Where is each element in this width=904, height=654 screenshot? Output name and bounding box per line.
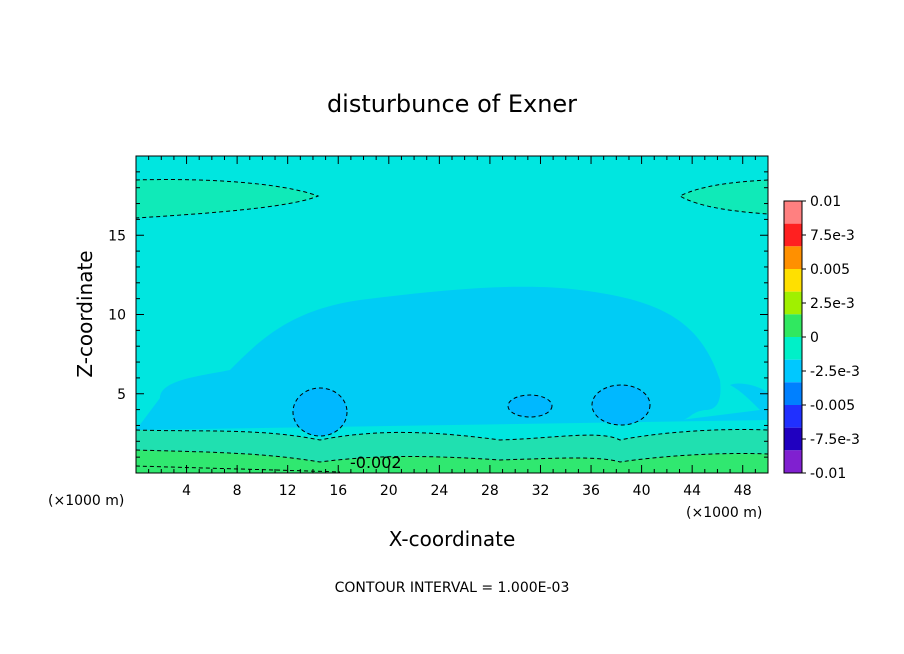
colorbar-swatch <box>784 291 802 315</box>
x-unit-label-right: (×1000 m) <box>686 505 762 521</box>
x-tick-label: 44 <box>683 483 701 499</box>
colorbar-swatch <box>784 359 802 383</box>
colorbar-label: 2.5e-3 <box>810 296 855 312</box>
blob-center <box>508 395 552 417</box>
blob-right <box>592 385 650 425</box>
x-tick-label: 24 <box>430 483 448 499</box>
x-tick-label: 20 <box>380 483 398 499</box>
x-tick-label: 4 <box>182 483 191 499</box>
contour-lower-1 <box>135 428 769 441</box>
colorbar-label: -2.5e-3 <box>810 364 860 380</box>
x-tick-label: 32 <box>532 483 550 499</box>
blob-left <box>293 388 347 436</box>
x-axis-title: X-coordinate <box>389 527 516 551</box>
y-tick-label: 5 <box>117 387 126 403</box>
colorbar-swatch <box>784 223 802 247</box>
colorbar-swatch <box>784 337 802 360</box>
lower-band-2 <box>136 450 768 473</box>
contour-lines <box>135 179 769 473</box>
colorbar-swatch <box>784 405 802 428</box>
contour-lower-3 <box>135 465 341 473</box>
x-tick-label: 36 <box>582 483 600 499</box>
contour-lower-2 <box>135 449 769 463</box>
x-tick-label: 48 <box>734 483 752 499</box>
colorbar-swatch <box>784 246 802 269</box>
chart-title: disturbunce of Exner <box>327 90 577 118</box>
colorbar-label: 0.005 <box>810 262 850 278</box>
x-unit-label-left: (×1000 m) <box>48 493 124 509</box>
colorbar-label: 0 <box>810 330 819 346</box>
plot-area: -0.002 <box>135 155 769 474</box>
y-tick-label: 15 <box>108 228 126 244</box>
colorbar-swatch <box>784 382 802 405</box>
colorbar-swatch <box>784 314 802 337</box>
y-tick-label: 10 <box>108 308 126 324</box>
y-axis-title: Z-coordinate <box>73 250 97 377</box>
x-axis: 4 8 12 16 20 24 28 32 36 40 44 48 <box>148 156 756 499</box>
colorbar-label: -7.5e-3 <box>810 432 860 448</box>
contour-blob-left <box>292 387 348 437</box>
x-tick-label: 8 <box>233 483 242 499</box>
colorbar-swatch <box>784 450 802 473</box>
colorbar-label: 7.5e-3 <box>810 228 855 244</box>
x-tick-label: 40 <box>633 483 651 499</box>
colorbar-label: 0.01 <box>810 194 841 210</box>
x-tick-label: 16 <box>329 483 347 499</box>
colorbar: 0.01 7.5e-3 0.005 2.5e-3 0 -2.5e-3 -0.005 -7.5e… <box>783 194 860 482</box>
contour-blob-center <box>507 394 553 418</box>
colorbar-swatch <box>784 201 802 224</box>
colorbar-label: -0.005 <box>810 398 855 414</box>
colorbar-swatch <box>784 427 802 451</box>
colorbar-swatch <box>784 269 802 292</box>
contour-upper-right <box>678 179 769 215</box>
y-axis: 5 10 15 <box>108 171 768 458</box>
contour-interval-note: CONTOUR INTERVAL = 1.000E-03 <box>335 580 570 596</box>
x-tick-label: 28 <box>481 483 499 499</box>
contour-upper-left <box>135 179 320 219</box>
contour-blob-right <box>591 384 651 426</box>
colorbar-label: -0.01 <box>810 466 846 482</box>
upper-left-lens <box>136 179 318 218</box>
x-tick-label: 12 <box>279 483 297 499</box>
